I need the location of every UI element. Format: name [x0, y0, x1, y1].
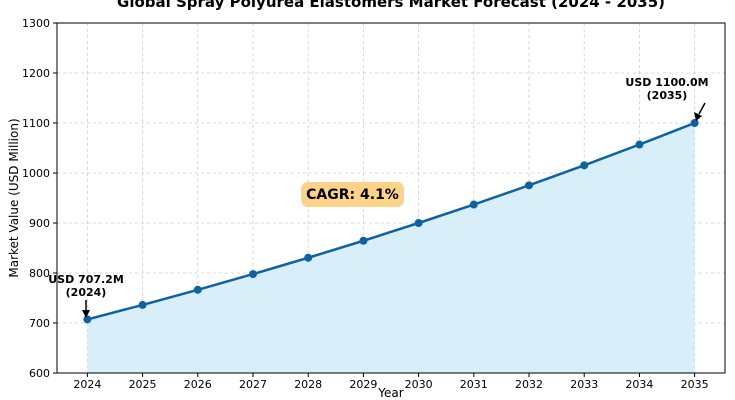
start-annotation-year: (2024) [66, 286, 107, 299]
y-tick-label: 600 [29, 367, 50, 380]
data-point [525, 181, 534, 190]
x-axis-label: Year [377, 386, 403, 400]
y-tick-label: 1000 [22, 167, 50, 180]
x-tick-label: 2032 [515, 378, 543, 391]
y-tick-label: 1200 [22, 67, 50, 80]
end-annotation-value: USD 1100.0M [625, 76, 708, 89]
x-tick-label: 2031 [460, 378, 488, 391]
x-tick-label: 2024 [73, 378, 101, 391]
x-tick-label: 2028 [294, 378, 322, 391]
x-tick-label: 2033 [570, 378, 598, 391]
x-tick-label: 2034 [625, 378, 653, 391]
data-point [690, 119, 699, 127]
area-fill [87, 123, 695, 373]
end-annotation-year: (2035) [647, 89, 688, 102]
chart-title: Global Spray Polyurea Elastomers Market … [117, 0, 665, 11]
plot-frame [56, 22, 726, 374]
series-line [87, 121, 696, 321]
y-tick-label: 900 [29, 217, 50, 230]
x-tick-label: 2035 [681, 378, 709, 391]
x-tick-label: 2027 [239, 378, 267, 391]
y-tick-label: 700 [29, 317, 50, 330]
y-tick-label: 800 [29, 267, 50, 280]
cagr-text: CAGR: 4.1% [306, 187, 399, 203]
data-point [138, 300, 147, 309]
y-tick-label: 1300 [22, 17, 50, 30]
data-point [359, 236, 368, 245]
cagr-badge: CAGR: 4.1% [301, 182, 404, 207]
data-point [83, 315, 92, 324]
x-tick-label: 2025 [129, 378, 157, 391]
data-point [580, 161, 589, 170]
y-axis-label: Market Value (USD Million) [7, 118, 21, 277]
x-tick-label: 2029 [349, 378, 377, 391]
data-point [304, 253, 313, 262]
x-tick-label: 2026 [184, 378, 212, 391]
start-arrow [82, 300, 90, 318]
data-point [193, 285, 202, 294]
data-point [635, 140, 644, 149]
data-point [414, 219, 423, 227]
y-tick-label: 1100 [22, 117, 50, 130]
data-point [248, 270, 257, 279]
start-annotation-value: USD 707.2M [48, 273, 124, 286]
x-tick-label: 2030 [405, 378, 433, 391]
data-point [469, 200, 478, 209]
end-arrow [694, 102, 706, 121]
